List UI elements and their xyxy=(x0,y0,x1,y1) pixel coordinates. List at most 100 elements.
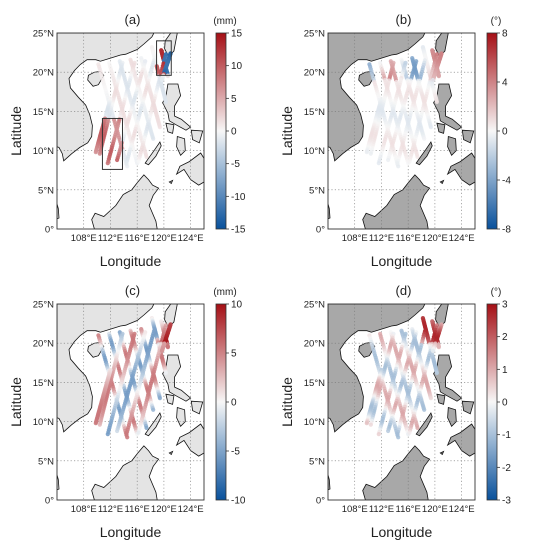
colorbar-unit: (°) xyxy=(491,16,502,27)
track-point xyxy=(368,151,373,156)
lon-tick-label: 116°E xyxy=(125,233,150,244)
track-point xyxy=(165,74,170,79)
track-layer xyxy=(93,316,173,440)
lon-tick-label: 108°E xyxy=(342,504,368,515)
coastline-shape xyxy=(436,393,446,405)
lat-tick-label: 20°N xyxy=(304,68,325,79)
lon-tick-label: 124°E xyxy=(449,233,475,244)
x-axis-label: Longitude xyxy=(371,524,433,540)
colorbar-unit: (°) xyxy=(491,287,502,298)
coastline-shape xyxy=(165,122,175,134)
track-point xyxy=(93,150,98,155)
coastline-shape xyxy=(328,33,426,162)
colorbar-tick-label: -3 xyxy=(502,496,511,507)
coastline-shape xyxy=(436,122,446,134)
track-point xyxy=(144,425,149,430)
coastline-shape xyxy=(415,412,433,437)
track-point xyxy=(157,396,162,401)
lon-tick-label: 116°E xyxy=(396,504,421,515)
lon-tick-label: 108°E xyxy=(71,504,97,515)
lat-tick-label: 20°N xyxy=(304,339,325,350)
x-axis-label: Longitude xyxy=(100,253,162,269)
colorbar-tick-label: 1 xyxy=(502,365,508,376)
lat-tick-label: 5°N xyxy=(309,185,325,196)
lat-tick-label: 10°N xyxy=(33,417,54,428)
colorbar-tick-label: 4 xyxy=(502,78,508,89)
track-layer xyxy=(364,316,444,440)
track-point xyxy=(364,421,369,426)
track-layer xyxy=(93,45,173,169)
panel-label: (b) xyxy=(396,12,412,27)
coastline-shape xyxy=(168,450,174,456)
coastline-shape xyxy=(190,129,204,144)
track-point xyxy=(430,348,435,354)
coastline-shape xyxy=(91,445,160,500)
track-point xyxy=(430,77,435,83)
lat-tick-label: 0° xyxy=(316,225,325,236)
lon-tick-label: 112°E xyxy=(369,233,394,244)
colorbar-tick-label: 3 xyxy=(502,300,508,311)
panel-label: (a) xyxy=(125,12,141,27)
track-point xyxy=(434,370,439,376)
lat-tick-label: 5°N xyxy=(38,456,54,467)
colorbar-tick-label: 0 xyxy=(231,398,237,409)
map-panel: 108°E 112°E 116°E 120°E 124°E0°5°N10°N15°N20… xyxy=(8,283,246,540)
track-point xyxy=(159,348,164,354)
land-layer xyxy=(328,33,475,229)
track-point xyxy=(93,421,98,426)
track-point xyxy=(428,396,433,401)
track-point xyxy=(97,151,102,156)
lon-tick-label: 112°E xyxy=(369,504,394,515)
colorbar-tick-label: 5 xyxy=(231,349,237,360)
panel-label: (d) xyxy=(396,283,412,298)
track-layer xyxy=(364,45,444,169)
track-point xyxy=(434,99,439,105)
y-axis-label: Latitude xyxy=(8,106,24,156)
track-point xyxy=(151,407,156,412)
coastline-shape xyxy=(168,179,174,185)
lon-tick-label: 112°E xyxy=(98,504,123,515)
lon-tick-label: 116°E xyxy=(396,233,421,244)
track-point xyxy=(395,161,400,166)
track-point xyxy=(124,161,129,166)
colorbar-tick-label: 2 xyxy=(502,332,508,343)
colorbar xyxy=(215,32,227,230)
coastline-shape xyxy=(328,474,331,491)
track-point xyxy=(415,154,420,159)
lat-tick-label: 15°N xyxy=(304,107,325,118)
track-point xyxy=(422,136,427,141)
coastline-shape xyxy=(433,354,463,402)
highlight-box xyxy=(156,40,172,76)
coastline-shape xyxy=(362,445,431,500)
track-point xyxy=(97,422,102,427)
lat-tick-label: 10°N xyxy=(304,146,325,157)
lat-tick-label: 15°N xyxy=(33,107,54,118)
track-point xyxy=(105,161,110,166)
lat-tick-label: 0° xyxy=(45,496,54,507)
track-point xyxy=(151,136,156,141)
lon-tick-label: 120°E xyxy=(151,504,177,515)
coastline-shape xyxy=(162,83,192,131)
track-point xyxy=(163,370,168,376)
map-panel: 108°E 112°E 116°E 120°E 124°E0°5°N10°N15°N20… xyxy=(279,283,511,540)
lon-tick-label: 108°E xyxy=(71,233,97,244)
track-point xyxy=(436,74,441,79)
track-point xyxy=(124,432,129,437)
track-point xyxy=(386,157,391,163)
track-point xyxy=(407,430,412,435)
coastline-shape xyxy=(57,203,60,220)
colorbar-tick-label: -4 xyxy=(502,176,511,187)
lon-tick-label: 124°E xyxy=(178,504,204,515)
lat-tick-label: 10°N xyxy=(33,146,54,157)
coastline-shape xyxy=(461,400,475,415)
coastline-shape xyxy=(175,423,204,457)
coastline-shape xyxy=(446,152,475,186)
colorbar xyxy=(486,303,498,501)
coastline-shape xyxy=(175,152,204,186)
colorbar-unit: (mm) xyxy=(213,16,236,27)
colorbar-tick-label: -2 xyxy=(502,463,511,474)
lat-tick-label: 25°N xyxy=(33,300,54,311)
lon-tick-label: 120°E xyxy=(422,233,448,244)
lat-tick-label: 25°N xyxy=(304,29,325,40)
